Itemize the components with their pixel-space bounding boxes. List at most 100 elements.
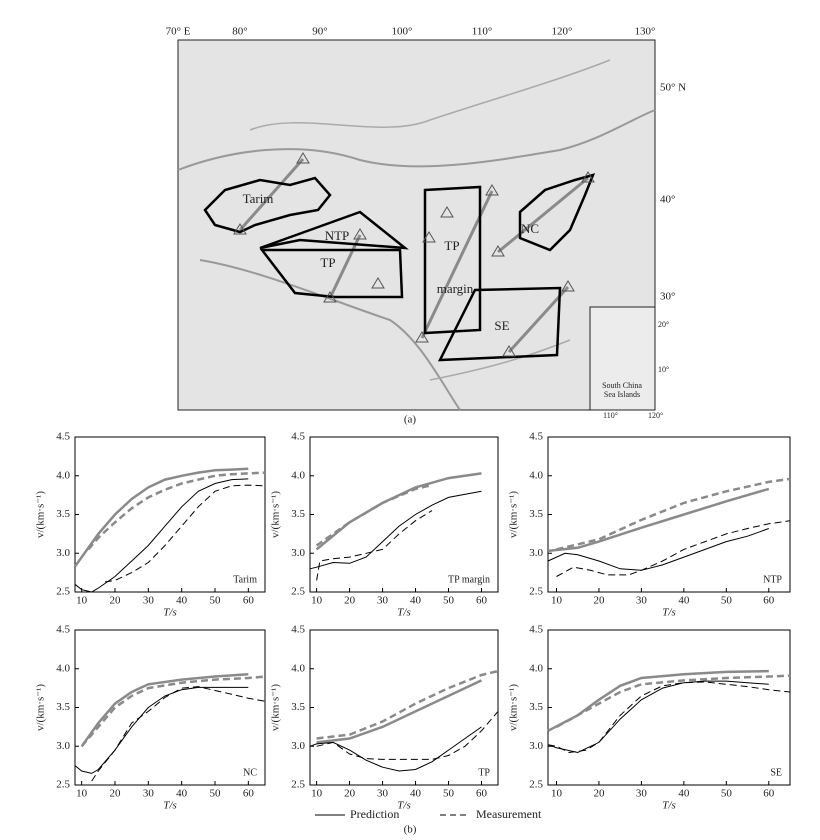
x-axis-label: T/s [397, 607, 410, 619]
series-line [547, 681, 791, 754]
series-line [309, 490, 482, 570]
x-tick-label: 40 [678, 788, 690, 800]
series-line [87, 471, 266, 551]
plot-frame [309, 436, 499, 593]
map-tick-label: 130° [635, 26, 656, 38]
map-tick-label: 120° [552, 26, 573, 38]
y-tick-label: 4.5 [56, 624, 70, 636]
y-tick-label: 3.5 [291, 701, 305, 713]
x-axis-label: T/s [163, 607, 176, 619]
x-axis-label: T/s [662, 607, 675, 619]
map-tick-label: 120° [648, 411, 663, 420]
x-tick-label: 30 [377, 595, 389, 607]
region-label: SE [494, 318, 509, 333]
series-line [315, 483, 433, 547]
x-tick-label: 20 [344, 595, 356, 607]
region-outline [259, 248, 404, 299]
x-tick-label: 20 [110, 788, 122, 800]
border-line [429, 339, 571, 381]
legend-label: Prediction [350, 807, 399, 821]
series-line [547, 528, 769, 571]
y-tick-label: 2.5 [529, 586, 543, 598]
map-tick-label: 110° [472, 26, 493, 38]
x-tick-label: 10 [311, 788, 323, 800]
y-axis-label: v/(km·s⁻¹) [508, 491, 520, 538]
map-tick-label: 90° [312, 26, 327, 38]
x-tick-label: 50 [210, 788, 222, 800]
x-tick-label: 40 [678, 595, 690, 607]
inset-title: South China [602, 381, 642, 390]
region-outline [518, 173, 596, 252]
y-tick-label: 3.0 [529, 547, 543, 559]
x-tick-label: 10 [551, 788, 563, 800]
ray-path [507, 285, 570, 354]
x-tick-label: 30 [636, 595, 648, 607]
y-tick-label: 3.0 [291, 740, 305, 752]
series-line [316, 669, 499, 740]
x-tick-label: 60 [476, 788, 488, 800]
plot-frame [309, 629, 499, 786]
x-tick-label: 60 [763, 788, 775, 800]
region-label: TP [320, 255, 335, 270]
y-tick-label: 3.0 [56, 740, 70, 752]
region-outline [423, 185, 482, 335]
x-tick-label: 40 [176, 788, 188, 800]
caption: (b) [404, 824, 417, 836]
x-tick-label: 10 [76, 595, 88, 607]
map-tick-label: 110° [603, 411, 618, 420]
y-tick-label: 4.0 [56, 469, 70, 481]
y-tick-label: 3.5 [529, 701, 543, 713]
x-tick-label: 30 [143, 788, 155, 800]
plot-frame [74, 436, 266, 593]
y-tick-label: 2.5 [56, 779, 70, 791]
y-tick-label: 4.0 [529, 469, 543, 481]
panel-title: TP margin [448, 574, 490, 585]
x-tick-label: 50 [721, 595, 733, 607]
map-tick-label: 10° [658, 365, 669, 374]
region-label: NC [521, 221, 539, 236]
series-line [91, 686, 266, 782]
y-tick-label: 2.5 [56, 586, 70, 598]
x-tick-label: 40 [410, 595, 422, 607]
y-tick-label: 3.5 [56, 701, 70, 713]
station-triangle [233, 152, 595, 357]
y-axis-label: v/(km·s⁻¹) [270, 684, 282, 731]
series-line [80, 672, 249, 748]
region-label: margin [437, 281, 474, 296]
x-tick-label: 20 [593, 595, 605, 607]
border-line [249, 59, 611, 131]
series-line [73, 467, 249, 568]
legend-label: Measurement [476, 807, 542, 821]
region-label: NTP [325, 228, 350, 243]
x-tick-label: 30 [377, 788, 389, 800]
inset-frame [589, 306, 656, 411]
y-tick-label: 4.5 [291, 431, 305, 443]
y-axis-label: v/(km·s⁻¹) [270, 491, 282, 538]
y-tick-label: 2.5 [529, 779, 543, 791]
y-tick-label: 3.0 [291, 547, 305, 559]
x-tick-label: 30 [143, 595, 155, 607]
y-tick-label: 3.0 [56, 547, 70, 559]
x-axis-label: T/s [163, 800, 176, 812]
y-tick-label: 2.5 [291, 586, 305, 598]
panel-title: NC [243, 767, 257, 778]
x-tick-label: 50 [443, 788, 455, 800]
panel-title: SE [770, 767, 782, 778]
panel-title: NTP [763, 574, 782, 585]
series-line [547, 669, 769, 732]
y-tick-label: 4.0 [56, 662, 70, 674]
x-tick-label: 20 [593, 788, 605, 800]
series-line [316, 679, 483, 744]
inset-title: Sea Islands [604, 390, 640, 399]
y-tick-label: 4.5 [56, 431, 70, 443]
x-tick-label: 50 [721, 788, 733, 800]
y-axis-label: v/(km·s⁻¹) [508, 684, 520, 731]
x-tick-label: 50 [443, 595, 455, 607]
map-tick-label: 70° E [166, 26, 191, 38]
x-tick-label: 20 [344, 788, 356, 800]
y-tick-label: 3.5 [56, 508, 70, 520]
map-tick-label: 20° [658, 320, 669, 329]
series-line [315, 472, 482, 551]
series-line [309, 726, 482, 772]
